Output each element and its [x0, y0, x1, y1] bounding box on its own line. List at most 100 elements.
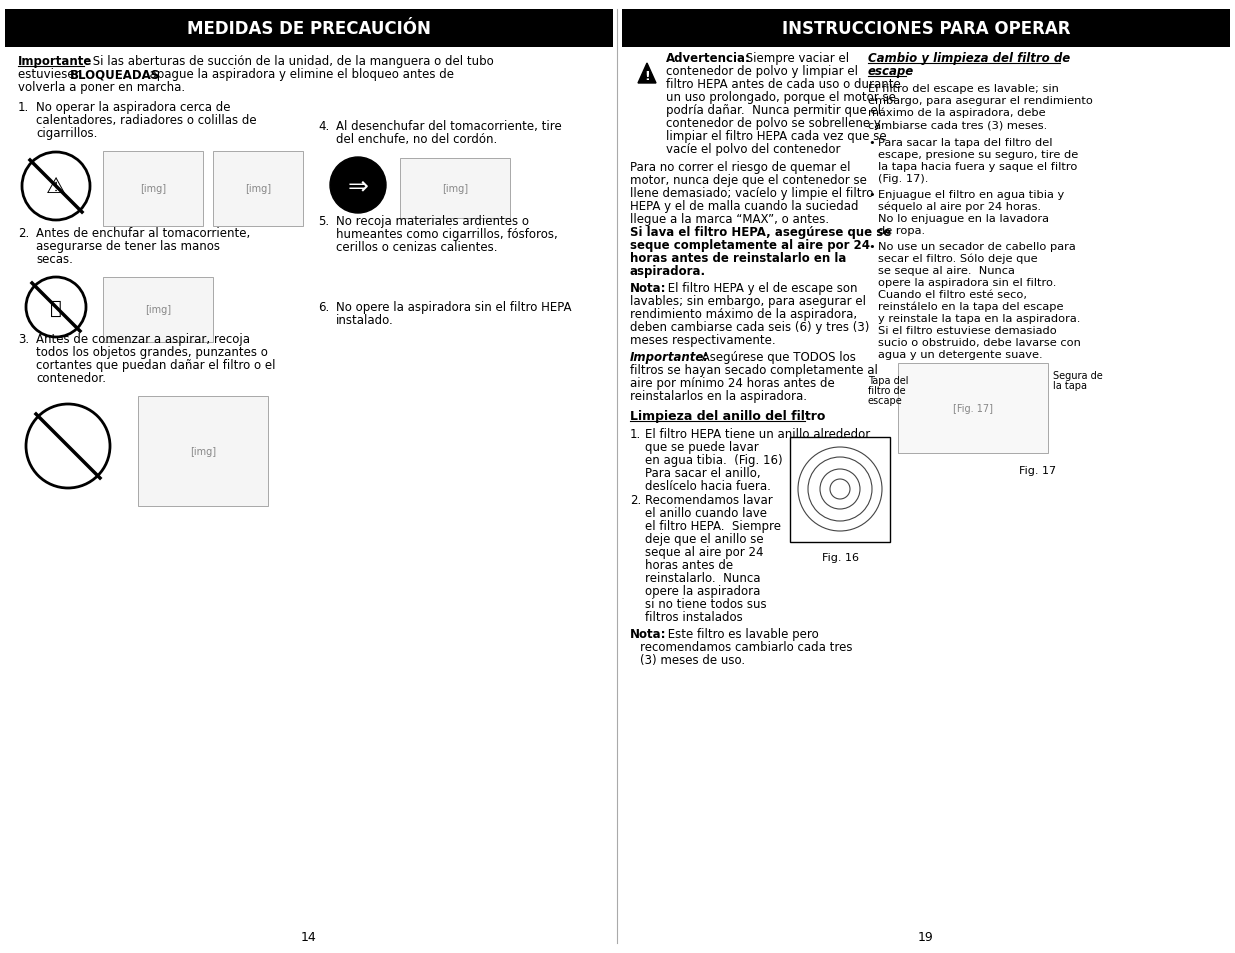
- Text: Segura de: Segura de: [1053, 371, 1103, 380]
- Text: Tapa del: Tapa del: [868, 375, 909, 386]
- Text: secar el filtro. Sólo deje que: secar el filtro. Sólo deje que: [878, 253, 1037, 264]
- Text: llene demasiado; vacíelo y limpie el filtro: llene demasiado; vacíelo y limpie el fil…: [630, 187, 873, 200]
- Text: escape: escape: [868, 65, 914, 78]
- Text: Enjuague el filtro en agua tibia y: Enjuague el filtro en agua tibia y: [878, 190, 1065, 200]
- Text: Asegúrese que TODOS los: Asegúrese que TODOS los: [698, 351, 856, 364]
- Text: un uso prolongado, porque el motor se: un uso prolongado, porque el motor se: [666, 91, 895, 104]
- Text: 1.: 1.: [630, 428, 641, 440]
- Text: 19: 19: [918, 930, 934, 943]
- Text: la tapa: la tapa: [1053, 380, 1087, 391]
- Text: Antes de enchufar al tomacorriente,: Antes de enchufar al tomacorriente,: [36, 227, 251, 240]
- FancyBboxPatch shape: [790, 437, 890, 542]
- Text: Cuando el filtro esté seco,: Cuando el filtro esté seco,: [878, 290, 1028, 299]
- Text: MEDIDAS DE PRECAUCIÓN: MEDIDAS DE PRECAUCIÓN: [186, 20, 431, 38]
- Text: seque completamente al aire por 24: seque completamente al aire por 24: [630, 239, 869, 252]
- Text: agua y un detergente suave.: agua y un detergente suave.: [878, 350, 1042, 359]
- Text: filtros instalados: filtros instalados: [645, 610, 742, 623]
- Text: •: •: [868, 138, 874, 148]
- Text: secas.: secas.: [36, 253, 73, 266]
- Text: Al desenchufar del tomacorriente, tire: Al desenchufar del tomacorriente, tire: [336, 120, 562, 132]
- Text: máximo de la aspiradora, debe: máximo de la aspiradora, debe: [868, 108, 1046, 118]
- Text: seque al aire por 24: seque al aire por 24: [645, 545, 763, 558]
- Text: recomendamos cambiarlo cada tres: recomendamos cambiarlo cada tres: [640, 640, 852, 654]
- Text: Recomendamos lavar: Recomendamos lavar: [645, 494, 773, 506]
- Text: 1.: 1.: [19, 101, 30, 113]
- Text: Siempre vaciar el: Siempre vaciar el: [742, 52, 850, 65]
- Text: Este filtro es lavable pero: Este filtro es lavable pero: [664, 627, 819, 640]
- Text: •: •: [868, 190, 874, 200]
- Text: horas antes de: horas antes de: [645, 558, 734, 572]
- Text: calentadores, radiadores o colillas de: calentadores, radiadores o colillas de: [36, 113, 257, 127]
- Text: [img]: [img]: [144, 305, 172, 314]
- Text: instalado.: instalado.: [336, 314, 394, 327]
- Text: volverla a poner en marcha.: volverla a poner en marcha.: [19, 81, 185, 94]
- Text: 14: 14: [301, 930, 317, 943]
- Text: [img]: [img]: [245, 184, 270, 193]
- Polygon shape: [638, 64, 656, 84]
- Text: ✋: ✋: [51, 298, 62, 317]
- Text: Nota:: Nota:: [630, 282, 667, 294]
- Text: [img]: [img]: [140, 184, 165, 193]
- Text: reinstalarlos en la aspiradora.: reinstalarlos en la aspiradora.: [630, 390, 806, 402]
- Text: meses respectivamente.: meses respectivamente.: [630, 334, 776, 347]
- Text: motor, nunca deje que el contenedor se: motor, nunca deje que el contenedor se: [630, 173, 867, 187]
- Text: aspiradora.: aspiradora.: [630, 265, 706, 277]
- Text: , apague la aspiradora y elimine el bloqueo antes de: , apague la aspiradora y elimine el bloq…: [142, 68, 454, 81]
- Text: deben cambiarse cada seis (6) y tres (3): deben cambiarse cada seis (6) y tres (3): [630, 320, 869, 334]
- Text: •: •: [868, 242, 874, 252]
- Text: Fig. 17: Fig. 17: [1019, 465, 1057, 476]
- Text: filtro HEPA antes de cada uso o durante: filtro HEPA antes de cada uso o durante: [666, 78, 900, 91]
- Text: Importante:: Importante:: [630, 351, 709, 364]
- Text: vacíe el polvo del contenedor: vacíe el polvo del contenedor: [666, 143, 841, 156]
- Text: Nota:: Nota:: [630, 627, 667, 640]
- Text: 2.: 2.: [19, 227, 30, 240]
- Text: [img]: [img]: [442, 184, 468, 193]
- Text: opere la aspiradora sin el filtro.: opere la aspiradora sin el filtro.: [878, 277, 1056, 288]
- Text: ⇒: ⇒: [347, 173, 368, 198]
- Text: Importante: Importante: [19, 55, 93, 68]
- Text: [Fig. 17]: [Fig. 17]: [953, 403, 993, 414]
- Text: El filtro HEPA y el de escape son: El filtro HEPA y el de escape son: [664, 282, 857, 294]
- Text: y reinstale la tapa en la aspiradora.: y reinstale la tapa en la aspiradora.: [878, 314, 1081, 324]
- Text: No use un secador de cabello para: No use un secador de cabello para: [878, 242, 1076, 252]
- Text: No recoja materiales ardientes o: No recoja materiales ardientes o: [336, 214, 529, 228]
- Text: 5.: 5.: [317, 214, 329, 228]
- Text: filtros se hayan secado completamente al: filtros se hayan secado completamente al: [630, 364, 878, 376]
- Text: escape: escape: [868, 395, 903, 406]
- Text: Para sacar la tapa del filtro del: Para sacar la tapa del filtro del: [878, 138, 1052, 148]
- Text: contenedor de polvo y limpiar el: contenedor de polvo y limpiar el: [666, 65, 858, 78]
- Text: deje que el anillo se: deje que el anillo se: [645, 533, 763, 545]
- Text: si no tiene todos sus: si no tiene todos sus: [645, 598, 767, 610]
- Text: cortantes que puedan dañar el filtro o el: cortantes que puedan dañar el filtro o e…: [36, 358, 275, 372]
- Text: reinstálelo en la tapa del escape: reinstálelo en la tapa del escape: [878, 301, 1063, 312]
- Text: la tapa hacia fuera y saque el filtro: la tapa hacia fuera y saque el filtro: [878, 162, 1077, 172]
- Text: No opere la aspiradora sin el filtro HEPA: No opere la aspiradora sin el filtro HEP…: [336, 301, 572, 314]
- FancyBboxPatch shape: [400, 159, 510, 219]
- Text: escape, presione su seguro, tire de: escape, presione su seguro, tire de: [878, 150, 1078, 160]
- Text: del enchufe, no del cordón.: del enchufe, no del cordón.: [336, 132, 498, 146]
- FancyBboxPatch shape: [212, 152, 303, 227]
- FancyBboxPatch shape: [898, 364, 1049, 454]
- FancyBboxPatch shape: [103, 277, 212, 343]
- Text: Para no correr el riesgo de quemar el: Para no correr el riesgo de quemar el: [630, 161, 851, 173]
- Text: estuviesen: estuviesen: [19, 68, 86, 81]
- Text: asegurarse de tener las manos: asegurarse de tener las manos: [36, 240, 220, 253]
- Text: lavables; sin embargo, para asegurar el: lavables; sin embargo, para asegurar el: [630, 294, 866, 308]
- Text: (3) meses de uso.: (3) meses de uso.: [640, 654, 745, 666]
- Text: !: !: [645, 71, 650, 84]
- Text: podría dañar.  Nunca permitir que el: podría dañar. Nunca permitir que el: [666, 104, 881, 117]
- Text: INSTRUCCIONES PARA OPERAR: INSTRUCCIONES PARA OPERAR: [782, 20, 1071, 38]
- Text: llegue a la marca “MAX”, o antes.: llegue a la marca “MAX”, o antes.: [630, 213, 829, 226]
- Text: se seque al aire.  Nunca: se seque al aire. Nunca: [878, 266, 1015, 275]
- Text: embargo, para asegurar el rendimiento: embargo, para asegurar el rendimiento: [868, 96, 1093, 106]
- Text: humeantes como cigarrillos, fósforos,: humeantes como cigarrillos, fósforos,: [336, 228, 558, 241]
- Text: cerillos o cenizas calientes.: cerillos o cenizas calientes.: [336, 241, 498, 253]
- Text: filtro de: filtro de: [868, 386, 905, 395]
- Text: limpiar el filtro HEPA cada vez que se: limpiar el filtro HEPA cada vez que se: [666, 130, 887, 143]
- Text: [img]: [img]: [190, 447, 216, 456]
- Text: El filtro HEPA tiene un anillo alrededor: El filtro HEPA tiene un anillo alrededor: [645, 428, 871, 440]
- Text: Si el filtro estuviese demasiado: Si el filtro estuviese demasiado: [878, 326, 1057, 335]
- FancyBboxPatch shape: [5, 10, 613, 48]
- Text: todos los objetos grandes, punzantes o: todos los objetos grandes, punzantes o: [36, 346, 268, 358]
- Text: El filtro del escape es lavable; sin: El filtro del escape es lavable; sin: [868, 84, 1058, 94]
